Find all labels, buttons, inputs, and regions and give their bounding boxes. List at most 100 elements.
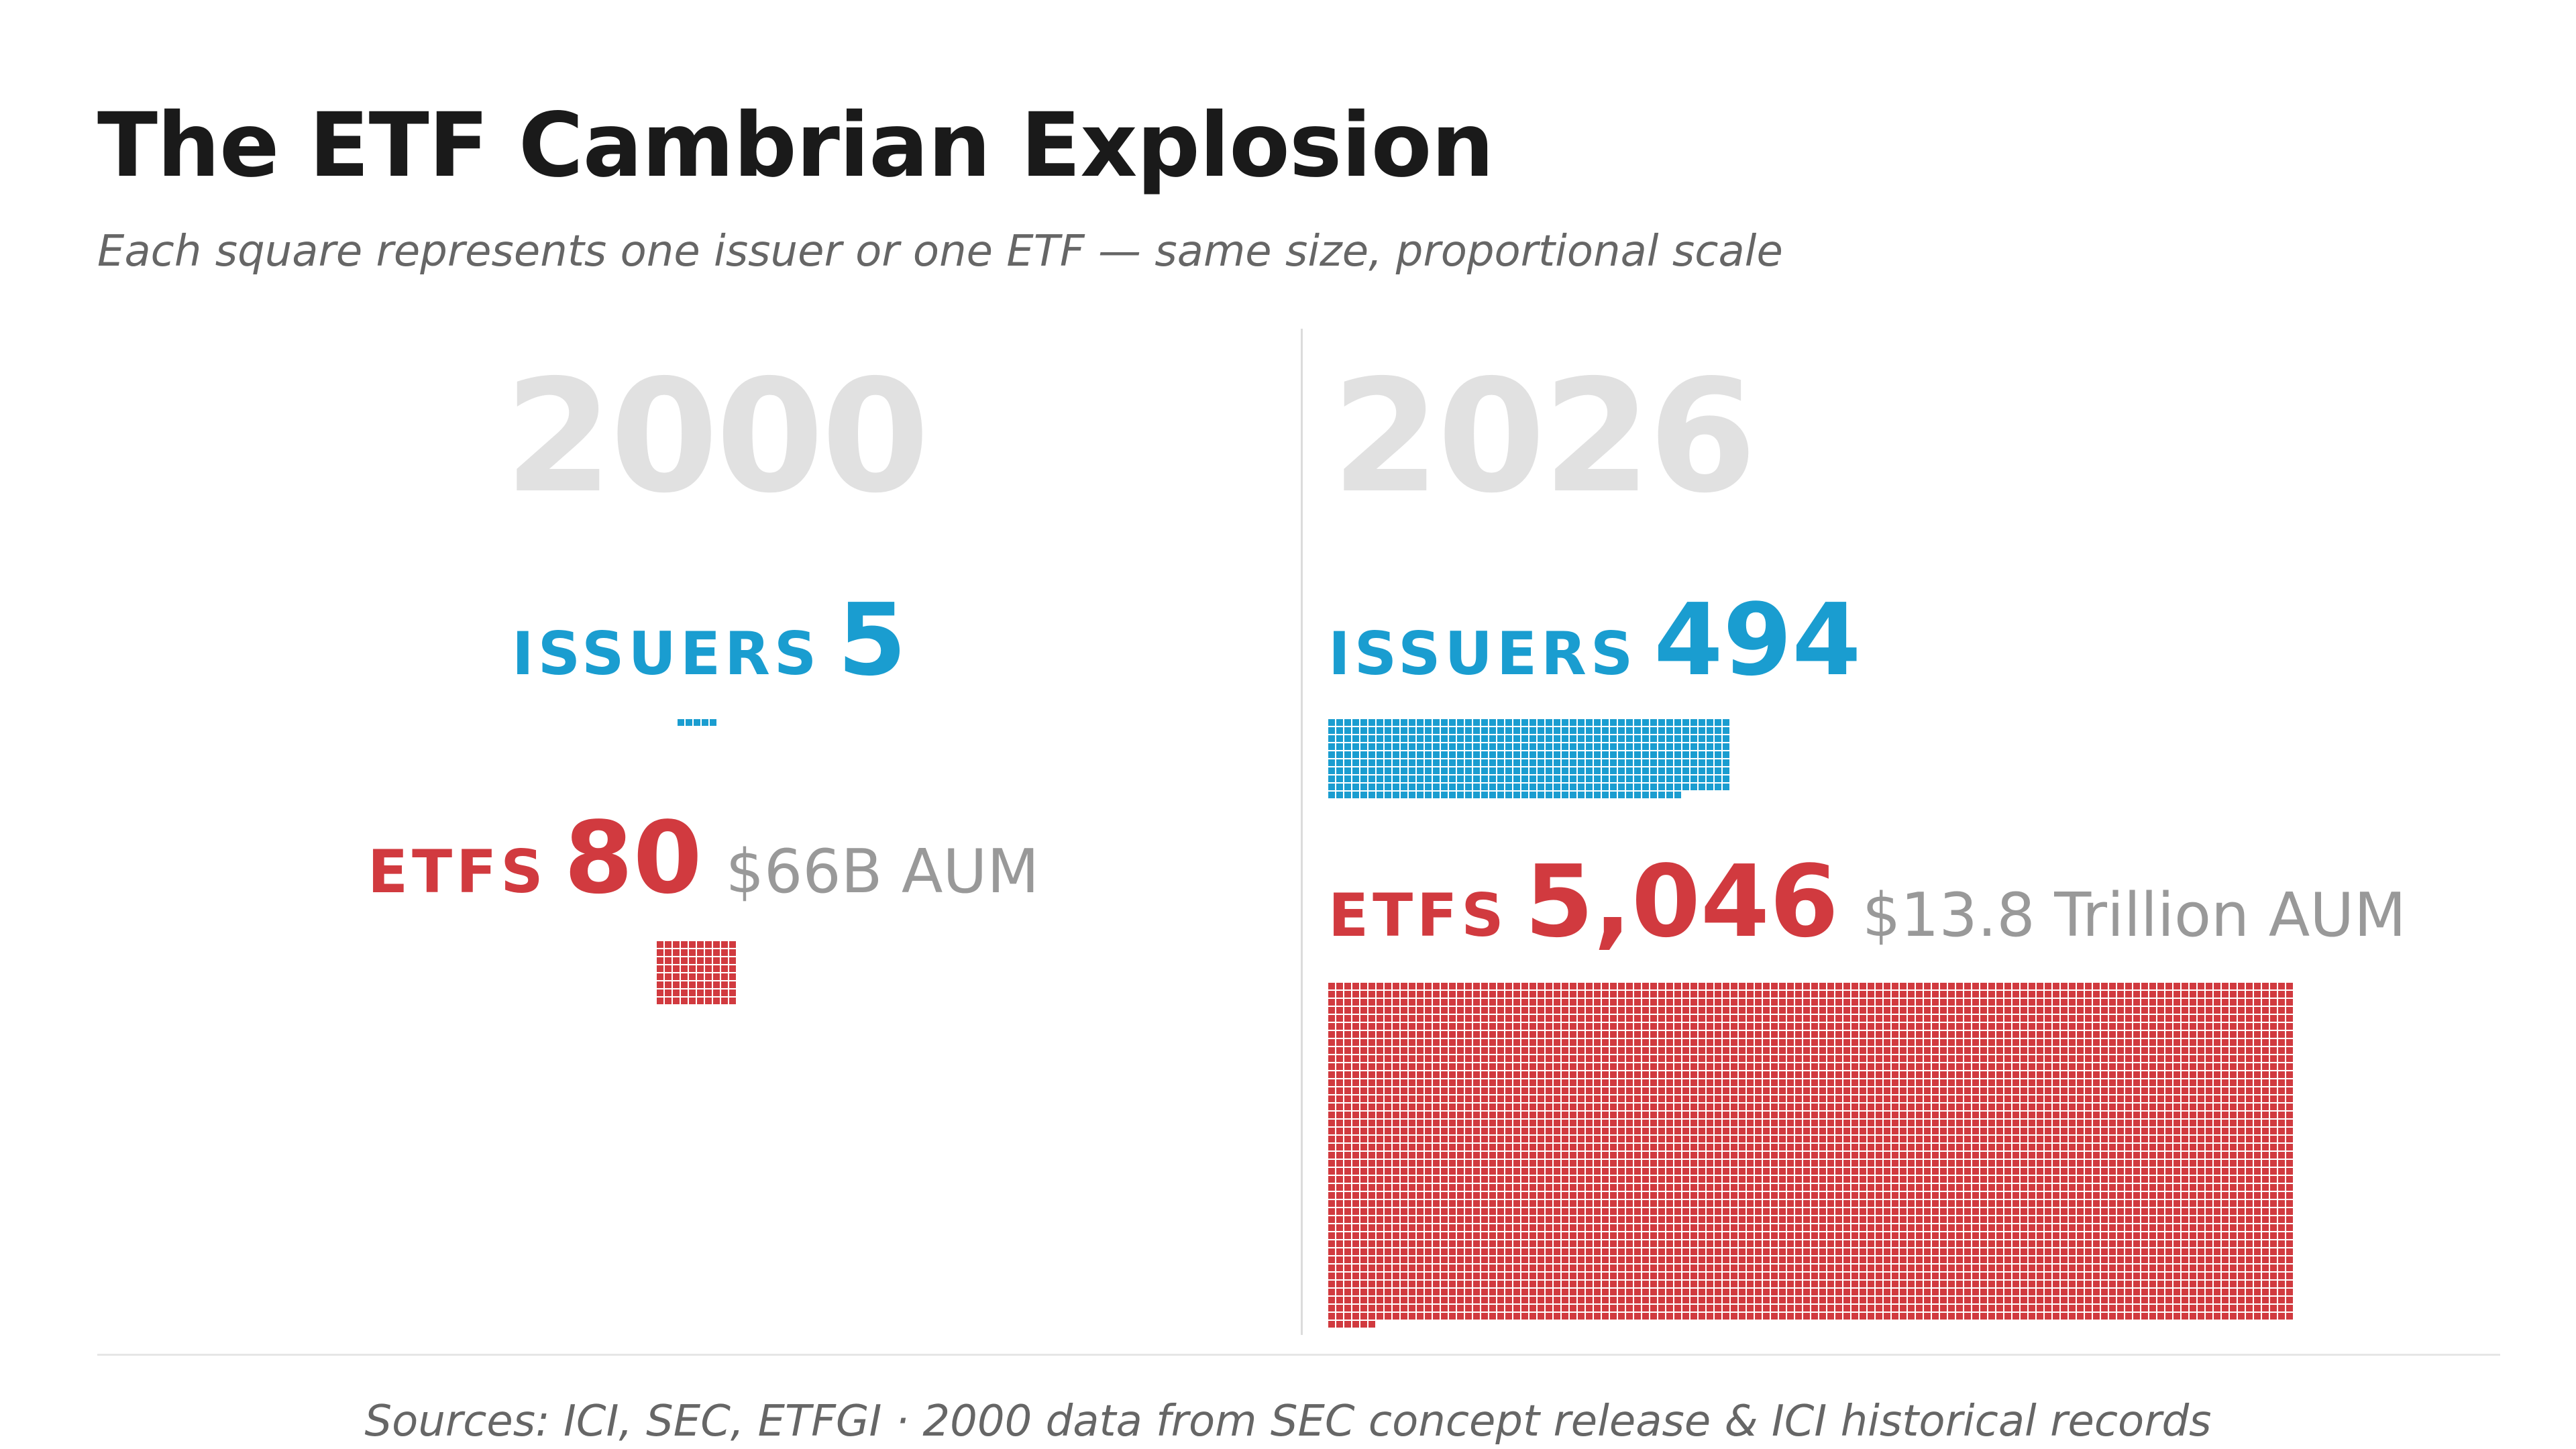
etf-square	[2190, 1168, 2196, 1175]
etf-square	[1529, 1232, 1536, 1239]
etf-square	[1497, 1104, 1504, 1110]
etf-square	[1562, 1047, 1568, 1054]
etf-square	[1634, 1176, 1641, 1183]
etf-square	[1658, 1192, 1665, 1199]
etf-square	[1763, 1136, 1770, 1142]
etf-square	[1795, 1273, 1802, 1279]
etf-square	[2222, 1184, 2229, 1191]
etf-square	[2254, 1152, 2261, 1159]
etf-square	[1860, 1031, 1866, 1038]
etf-square	[2077, 1112, 2084, 1118]
etf-square	[2117, 1168, 2124, 1175]
etf-square	[1385, 1200, 1391, 1207]
etf-square	[1602, 1007, 1609, 1014]
etf-square	[1771, 1039, 1778, 1046]
etf-square	[1755, 1079, 1762, 1086]
etf-square	[1763, 1216, 1770, 1223]
etf-square	[2021, 1265, 2027, 1271]
etf-square	[2125, 1144, 2132, 1150]
issuer-square	[1417, 784, 1424, 790]
etf-square	[2069, 1232, 2076, 1239]
etf-square	[1876, 1256, 1882, 1263]
etf-square	[1336, 1273, 1343, 1279]
etf-square	[2190, 1095, 2196, 1102]
etf-square	[1924, 1104, 1931, 1110]
etf-square	[1731, 1015, 1737, 1022]
etf-square	[1860, 991, 1866, 998]
issuer-square	[1586, 792, 1593, 798]
etf-square	[2021, 1208, 2027, 1215]
etf-square	[2182, 1079, 2188, 1086]
etf-square	[1409, 1224, 1415, 1231]
etf-square	[2133, 999, 2140, 1006]
etf-square	[1956, 1095, 1963, 1102]
etf-square	[681, 949, 688, 956]
etf-square	[1344, 1152, 1351, 1159]
etf-square	[1425, 1087, 1432, 1094]
etf-square	[1876, 1007, 1882, 1014]
etf-square	[1964, 1184, 1971, 1191]
etf-square	[2125, 1112, 2132, 1118]
etf-square	[1707, 1023, 1713, 1030]
etf-square	[1884, 1224, 1890, 1231]
etf-square	[1650, 1152, 1657, 1159]
etf-square	[1554, 1184, 1560, 1191]
issuer-square	[1546, 759, 1552, 766]
etf-square	[1763, 1248, 1770, 1255]
issuer-square	[1529, 767, 1536, 774]
etf-square	[2133, 1152, 2140, 1159]
etf-square	[1578, 1216, 1585, 1223]
etf-square	[1779, 1055, 1786, 1062]
etf-square	[1996, 1071, 2003, 1078]
etf-square	[1610, 1200, 1617, 1207]
etf-square	[2254, 1039, 2261, 1046]
etf-square	[1843, 1039, 1850, 1046]
etf-square	[2093, 1120, 2100, 1126]
etf-square	[1996, 999, 2003, 1006]
issuer-square	[1578, 751, 1585, 758]
etf-square	[1538, 1168, 1544, 1175]
etf-square	[1610, 1120, 1617, 1126]
etf-square	[1360, 1079, 1367, 1086]
etf-square	[1546, 1216, 1552, 1223]
issuer-square	[1336, 727, 1343, 734]
etf-square	[2101, 1232, 2108, 1239]
etf-square	[1916, 1248, 1923, 1255]
etf-square	[2286, 1063, 2293, 1070]
etf-square	[2238, 1152, 2245, 1159]
issuer-square	[1393, 719, 1399, 726]
issuer-square	[1674, 759, 1681, 766]
etf-square	[1739, 1063, 1746, 1070]
etf-square	[1996, 1031, 2003, 1038]
etf-square	[1787, 1240, 1794, 1247]
etf-square	[1980, 1095, 1987, 1102]
etf-square	[1868, 1112, 1874, 1118]
issuer-square	[1546, 775, 1552, 782]
etf-square	[1980, 1128, 1987, 1134]
etf-square	[1336, 1248, 1343, 1255]
etf-square	[2254, 1023, 2261, 1030]
etf-square	[1699, 1071, 1705, 1078]
etf-square	[2004, 1071, 2011, 1078]
etf-square	[1739, 1256, 1746, 1263]
etf-square	[2206, 1007, 2212, 1014]
issuer-square	[1610, 792, 1617, 798]
etf-square	[1650, 1079, 1657, 1086]
etf-square	[2061, 1136, 2068, 1142]
etf-square	[1497, 1047, 1504, 1054]
etf-square	[2037, 1079, 2043, 1086]
etf-square	[1489, 1055, 1496, 1062]
etf-square	[2238, 1047, 2245, 1054]
etf-square	[2246, 1216, 2253, 1223]
etf-square	[1707, 1087, 1713, 1094]
etf-square	[1618, 1063, 1625, 1070]
etf-square	[1352, 1023, 1359, 1030]
etf-square	[2053, 983, 2059, 989]
etf-square	[2278, 1055, 2285, 1062]
issuer-square	[1409, 792, 1415, 798]
etf-square	[1988, 1168, 1995, 1175]
etf-square	[1602, 1168, 1609, 1175]
issuer-square	[1401, 727, 1407, 734]
etf-square	[1610, 1023, 1617, 1030]
etf-square	[2004, 1104, 2011, 1110]
